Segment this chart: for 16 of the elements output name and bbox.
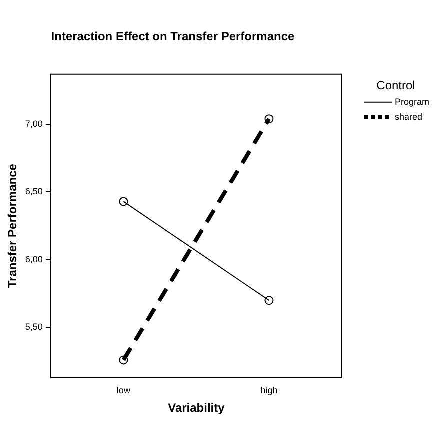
point	[264, 114, 274, 124]
legend-label: Program	[395, 96, 430, 107]
point	[119, 356, 128, 365]
x-tick-label: low	[116, 386, 131, 396]
y-axis-title: Transfer Performance	[6, 164, 20, 288]
chart-title: Interaction Effect on Transfer Performance	[51, 30, 296, 44]
point	[119, 197, 128, 206]
point	[264, 296, 274, 306]
y-tick-label: 6,00	[25, 254, 43, 264]
y-tick-label: 6,50	[25, 186, 43, 197]
legend-label: shared	[395, 112, 423, 122]
y-tick-label: 5,50	[25, 322, 43, 332]
legend-title: Control	[376, 78, 416, 93]
x-axis-title: Variability	[168, 401, 226, 416]
x-tick-label: high	[260, 386, 278, 396]
y-tick-label: 7,00	[25, 119, 43, 129]
